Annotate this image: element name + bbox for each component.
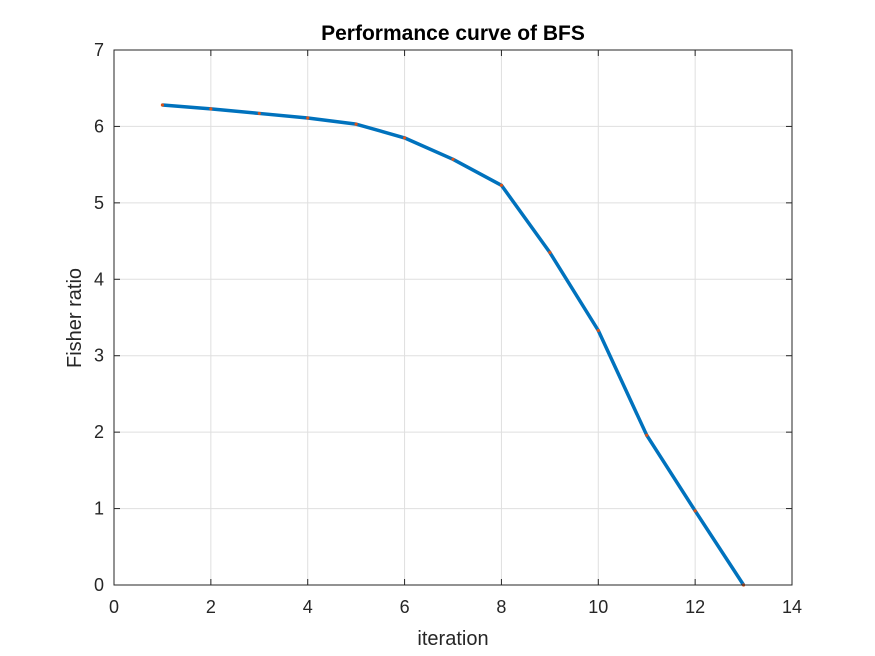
data-point xyxy=(209,107,213,111)
data-point xyxy=(548,250,552,255)
data-point xyxy=(306,116,310,120)
x-tick-label: 6 xyxy=(400,597,410,617)
y-tick-label: 7 xyxy=(94,40,104,60)
y-tick-label: 6 xyxy=(94,116,104,136)
chart-title: Performance curve of BFS xyxy=(321,22,585,45)
y-tick-label: 0 xyxy=(94,575,104,595)
y-axis-ticks: 0 1 2 3 4 5 6 7 xyxy=(94,40,792,595)
data-point xyxy=(451,157,455,161)
x-tick-label: 2 xyxy=(206,597,216,617)
data-point xyxy=(257,111,261,116)
data-point xyxy=(354,122,358,126)
x-axis-ticks: 0 2 4 6 8 10 12 14 xyxy=(109,50,802,617)
y-axis-label: Fisher ratio xyxy=(64,268,86,368)
y-tick-label: 2 xyxy=(94,422,104,442)
data-point xyxy=(160,103,165,107)
data-point xyxy=(645,433,649,437)
series-line xyxy=(162,103,746,586)
y-tick-label: 4 xyxy=(94,269,104,289)
x-tick-label: 12 xyxy=(685,597,705,617)
data-point xyxy=(499,183,504,187)
data-point xyxy=(596,328,600,333)
data-point xyxy=(693,509,697,513)
data-point xyxy=(402,136,407,140)
series-layer xyxy=(160,103,746,587)
x-tick-label: 14 xyxy=(782,597,802,617)
y-tick-label: 1 xyxy=(94,499,104,519)
x-tick-label: 0 xyxy=(109,597,119,617)
x-tick-label: 8 xyxy=(496,597,506,617)
grid xyxy=(113,49,793,586)
plot-frame xyxy=(113,49,793,586)
y-tick-label: 3 xyxy=(94,346,104,366)
y-tick-label: 5 xyxy=(94,193,104,213)
x-tick-label: 10 xyxy=(588,597,608,617)
x-tick-label: 4 xyxy=(303,597,313,617)
x-axis-label: iteration xyxy=(417,628,488,650)
